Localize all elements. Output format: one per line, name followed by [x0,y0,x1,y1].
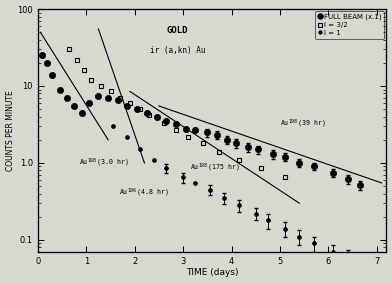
Y-axis label: COUNTS PER MINUTE: COUNTS PER MINUTE [5,90,15,171]
FULL BEAM (x.1) [174,122,178,126]
Text: GOLD: GOLD [167,26,188,35]
I = 3/2 [82,68,86,72]
I = 1 [236,204,241,207]
FULL BEAM (x.1) [193,128,198,131]
FULL BEAM (x.1) [270,153,275,156]
FULL BEAM (x.1) [224,138,229,142]
Text: ir (a,kn) Au: ir (a,kn) Au [150,46,205,55]
I = 3/2 [217,150,222,153]
I = 1 [379,261,384,265]
FULL BEAM (x.1) [86,101,91,105]
FULL BEAM (x.1) [297,161,302,165]
I = 3/2 [147,113,152,117]
FULL BEAM (x.1) [183,127,188,130]
I = 3/2 [200,142,205,145]
FULL BEAM (x.1) [246,145,251,149]
FULL BEAM (x.1) [116,99,120,102]
I = 3/2 [74,58,79,61]
FULL BEAM (x.1) [106,96,111,100]
I = 1 [253,212,258,215]
I = 1 [125,135,130,138]
FULL BEAM (x.1) [72,104,76,108]
FULL BEAM (x.1) [283,155,287,158]
I = 1 [265,218,270,222]
FULL BEAM (x.1) [40,54,44,57]
I = 1 [283,227,287,230]
I = 1 [331,250,336,254]
I = 1 [345,255,350,259]
I = 1 [207,188,212,191]
FULL BEAM (x.1) [358,183,362,186]
Line: I = 1: I = 1 [111,124,383,265]
I = 3/2 [236,158,241,162]
I = 3/2 [283,176,287,179]
FULL BEAM (x.1) [145,111,149,114]
I = 3/2 [127,101,132,105]
FULL BEAM (x.1) [79,111,84,114]
I = 1 [181,176,185,179]
I = 3/2 [89,78,94,82]
I = 1 [164,167,169,170]
FULL BEAM (x.1) [125,104,130,108]
I = 3/2 [108,90,113,93]
I = 1 [111,125,115,128]
I = 1 [152,158,156,162]
FULL BEAM (x.1) [234,142,239,145]
FULL BEAM (x.1) [154,115,159,118]
FULL BEAM (x.1) [312,165,316,168]
I = 1 [137,148,142,151]
I = 3/2 [67,48,72,51]
Line: I = 3/2: I = 3/2 [67,47,287,180]
I = 1 [222,196,227,200]
FULL BEAM (x.1) [57,88,62,91]
Text: Au$^{198}$(39 hr): Au$^{198}$(39 hr) [280,118,326,130]
I = 3/2 [174,128,178,131]
I = 3/2 [258,167,263,170]
I = 3/2 [118,96,123,100]
FULL BEAM (x.1) [215,133,220,137]
FULL BEAM (x.1) [65,96,69,100]
FULL BEAM (x.1) [96,94,101,97]
Legend: FULL BEAM (x.1), I = 3/2, I = 1: FULL BEAM (x.1), I = 3/2, I = 1 [315,11,385,39]
X-axis label: TIME (days): TIME (days) [186,269,238,277]
I = 1 [193,181,198,185]
I = 3/2 [186,135,191,138]
Text: Au$^{198}$(175 hr): Au$^{198}$(175 hr) [191,162,240,174]
I = 1 [312,242,316,245]
FULL BEAM (x.1) [50,73,55,76]
FULL BEAM (x.1) [331,171,336,174]
I = 1 [297,235,302,238]
FULL BEAM (x.1) [44,61,49,65]
I = 3/2 [162,121,166,125]
FULL BEAM (x.1) [135,108,140,111]
Line: FULL BEAM (x.1): FULL BEAM (x.1) [39,52,363,188]
FULL BEAM (x.1) [205,131,210,134]
I = 3/2 [98,84,103,88]
I = 3/2 [137,108,142,111]
FULL BEAM (x.1) [256,148,261,151]
FULL BEAM (x.1) [345,177,350,181]
Text: Au$^{196}$(4.8 hr): Au$^{196}$(4.8 hr) [119,187,169,199]
FULL BEAM (x.1) [164,119,169,123]
Text: Au$^{198}$(3.0 hr): Au$^{198}$(3.0 hr) [79,156,129,169]
